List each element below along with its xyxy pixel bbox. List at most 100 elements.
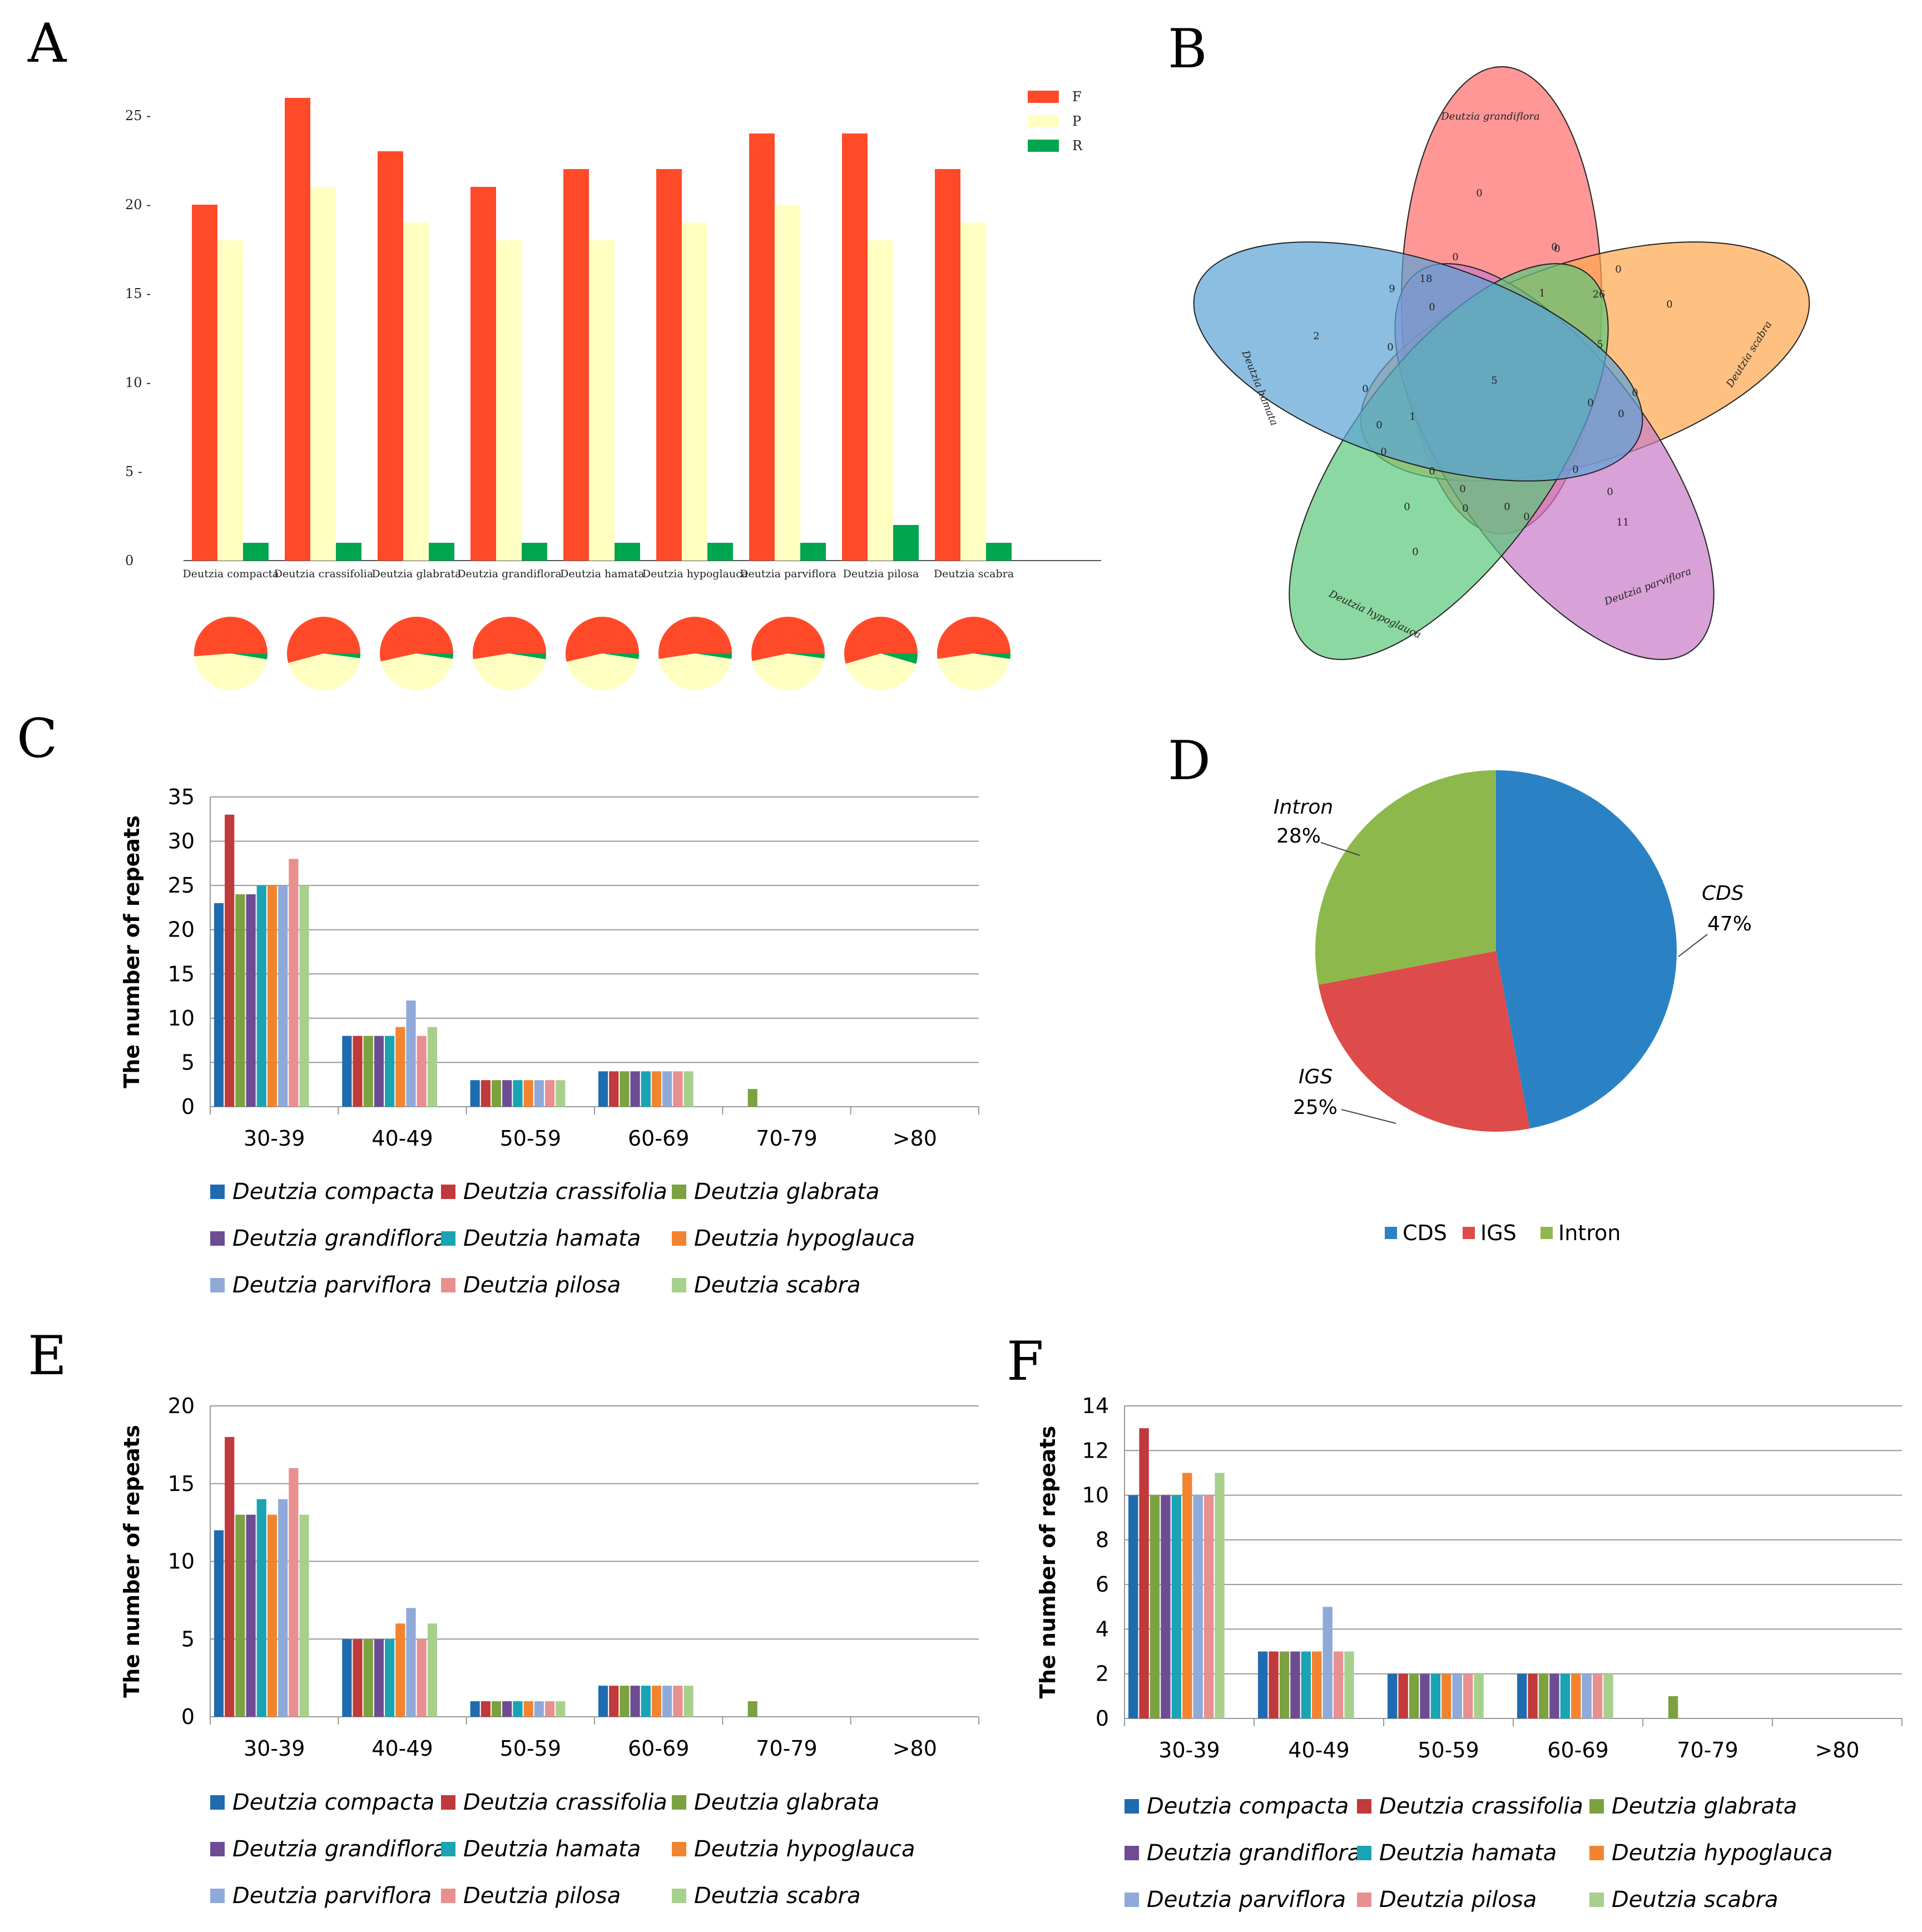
y-tick-a: 0 xyxy=(125,553,133,568)
legend-label: Deutzia pilosa xyxy=(463,1883,621,1909)
y-tick-label: 4 xyxy=(1096,1617,1109,1641)
x-tick-label: 40-49 xyxy=(371,1736,433,1761)
bar xyxy=(353,1639,363,1717)
legend-label: Deutzia hypoglauca xyxy=(1612,1840,1833,1866)
bar xyxy=(1528,1673,1538,1718)
bar xyxy=(385,1036,395,1107)
pie-slice-a xyxy=(194,653,268,691)
bar xyxy=(1312,1651,1322,1718)
bar xyxy=(470,1080,480,1107)
legend-item: Deutzia parviflora xyxy=(1125,1887,1346,1913)
venn-region-value: 0 xyxy=(1476,187,1482,199)
legend-item: Deutzia scabra xyxy=(1589,1887,1778,1913)
pie-slice-a xyxy=(752,653,825,690)
legend-swatch xyxy=(210,1185,225,1199)
x-tick-a: Deutzia scabra xyxy=(934,568,1014,580)
legend-swatch xyxy=(210,1231,225,1246)
legend-item: Deutzia hamata xyxy=(441,1226,641,1251)
pie-slice-a xyxy=(937,617,1010,659)
x-tick-label: 70-79 xyxy=(756,1736,817,1761)
bar-a-r xyxy=(707,543,733,561)
venn-region-value: 0 xyxy=(1666,299,1672,310)
bar xyxy=(1582,1673,1592,1718)
legend-swatch xyxy=(1357,1846,1371,1860)
legend-swatch xyxy=(441,1795,455,1810)
bar-a-p xyxy=(310,187,336,561)
bar xyxy=(278,1499,288,1717)
pie-slice-a xyxy=(881,653,918,664)
bar xyxy=(406,1000,416,1107)
legend-label: Deutzia glabrata xyxy=(694,1790,880,1815)
legend-label: Deutzia hypoglauca xyxy=(694,1836,915,1862)
venn-region-value: 11 xyxy=(1617,517,1629,528)
legend-label-a: F xyxy=(1072,89,1082,105)
legend-item: Deutzia grandiflora xyxy=(1125,1840,1361,1866)
venn-region-value: 0 xyxy=(1572,464,1578,475)
bar xyxy=(598,1071,608,1107)
pie-label: Intron xyxy=(1274,796,1333,819)
legend-item: CDS xyxy=(1385,1221,1447,1245)
legend-swatch xyxy=(210,1795,225,1810)
y-tick-label: 30 xyxy=(168,829,195,854)
venn-region-value: 26 xyxy=(1593,289,1606,300)
venn-region-value: 5 xyxy=(1491,375,1497,387)
legend-swatch xyxy=(1589,1846,1604,1860)
pie-slice-a xyxy=(658,617,732,659)
bar xyxy=(363,1639,373,1717)
bar xyxy=(1442,1673,1452,1718)
bar xyxy=(214,903,224,1107)
bar xyxy=(235,894,245,1107)
bar xyxy=(1128,1495,1138,1718)
bar xyxy=(491,1080,502,1107)
pie-slice-intron xyxy=(1315,770,1496,985)
y-tick-label: 10 xyxy=(168,1549,195,1574)
pie-slice-a xyxy=(937,653,1010,690)
venn-region-value: 0 xyxy=(1554,243,1560,255)
y-tick-a: 25 - xyxy=(125,108,151,123)
legend-swatch xyxy=(210,1278,225,1292)
pie-leader-line xyxy=(1341,1109,1396,1124)
bar xyxy=(267,885,278,1107)
pie-slice-a xyxy=(287,616,360,663)
legend-item: Deutzia crassifolia xyxy=(441,1790,667,1815)
venn-region-value: 0 xyxy=(1429,465,1435,477)
venn-region-value: 0 xyxy=(1404,501,1410,513)
legend-swatch xyxy=(1463,1227,1475,1239)
venn-region-value: 0 xyxy=(1504,501,1510,513)
bar xyxy=(374,1639,384,1717)
venn-ellipse xyxy=(1193,241,1643,482)
bar xyxy=(630,1071,640,1107)
pie-leader-line xyxy=(1678,934,1708,957)
bar xyxy=(556,1701,566,1717)
legend-item: Deutzia hypoglauca xyxy=(672,1226,915,1251)
bar xyxy=(289,859,299,1107)
x-tick-label: 30-39 xyxy=(244,1126,305,1151)
panel-label-c: C xyxy=(17,707,58,770)
bar xyxy=(641,1071,651,1107)
bar xyxy=(651,1071,662,1107)
legend-swatch xyxy=(1357,1893,1371,1907)
legend-label: Deutzia glabrata xyxy=(694,1179,880,1205)
bar xyxy=(1560,1673,1571,1718)
chart-e: 0 5 10 15 20 The number of repeats 30-39 40-49 5… xyxy=(120,1394,979,1761)
bar xyxy=(1452,1673,1462,1718)
legend-item: Deutzia parviflora xyxy=(210,1883,432,1909)
x-tick-label: 30-39 xyxy=(1158,1738,1220,1762)
chart-c: 0 5 10 15 20 25 30 35 The number of repeats 30-39… xyxy=(120,785,979,1151)
y-tick-label: 35 xyxy=(168,785,195,809)
legend-swatch xyxy=(441,1842,455,1856)
panel-label-a: A xyxy=(28,12,67,75)
legend-label-a: R xyxy=(1072,138,1083,153)
bar xyxy=(1150,1495,1160,1718)
bar xyxy=(225,814,235,1107)
bar-a-p xyxy=(682,222,707,561)
venn-region-value: 0 xyxy=(1551,241,1557,253)
bar xyxy=(267,1514,278,1717)
bar-a-r xyxy=(522,543,547,561)
bar xyxy=(523,1701,533,1717)
legend-swatch xyxy=(672,1278,686,1292)
y-tick-label: 10 xyxy=(168,1006,195,1031)
legend-swatch xyxy=(1540,1227,1553,1239)
